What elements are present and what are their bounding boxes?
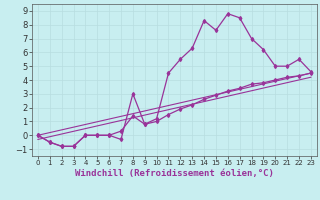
X-axis label: Windchill (Refroidissement éolien,°C): Windchill (Refroidissement éolien,°C)	[75, 169, 274, 178]
